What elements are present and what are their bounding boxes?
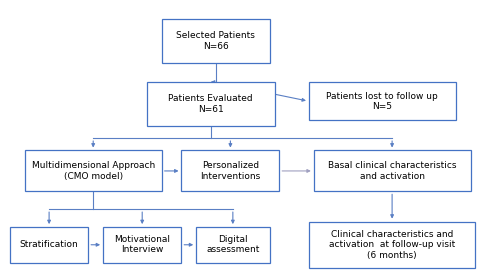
FancyBboxPatch shape xyxy=(314,150,470,191)
Text: Digital
assessment: Digital assessment xyxy=(206,235,260,254)
FancyBboxPatch shape xyxy=(103,227,182,263)
FancyBboxPatch shape xyxy=(147,82,274,126)
Text: Personalized
Interventions: Personalized Interventions xyxy=(200,161,260,181)
Text: Stratification: Stratification xyxy=(20,240,78,249)
Text: Patients Evaluated
N=61: Patients Evaluated N=61 xyxy=(168,94,253,114)
Text: Basal clinical characteristics
and activation: Basal clinical characteristics and activ… xyxy=(328,161,456,181)
Text: Selected Patients
N=66: Selected Patients N=66 xyxy=(176,31,255,51)
Text: Clinical characteristics and
activation  at follow-up visit
(6 months): Clinical characteristics and activation … xyxy=(329,230,455,260)
Text: Patients lost to follow up
N=5: Patients lost to follow up N=5 xyxy=(326,92,438,111)
FancyBboxPatch shape xyxy=(24,150,162,191)
FancyBboxPatch shape xyxy=(162,19,270,63)
Text: Motivational
Interview: Motivational Interview xyxy=(114,235,170,254)
FancyBboxPatch shape xyxy=(309,82,456,120)
Text: Multidimensional Approach
(CMO model): Multidimensional Approach (CMO model) xyxy=(32,161,155,181)
FancyBboxPatch shape xyxy=(10,227,88,263)
FancyBboxPatch shape xyxy=(182,150,280,191)
FancyBboxPatch shape xyxy=(309,222,476,268)
FancyBboxPatch shape xyxy=(196,227,270,263)
